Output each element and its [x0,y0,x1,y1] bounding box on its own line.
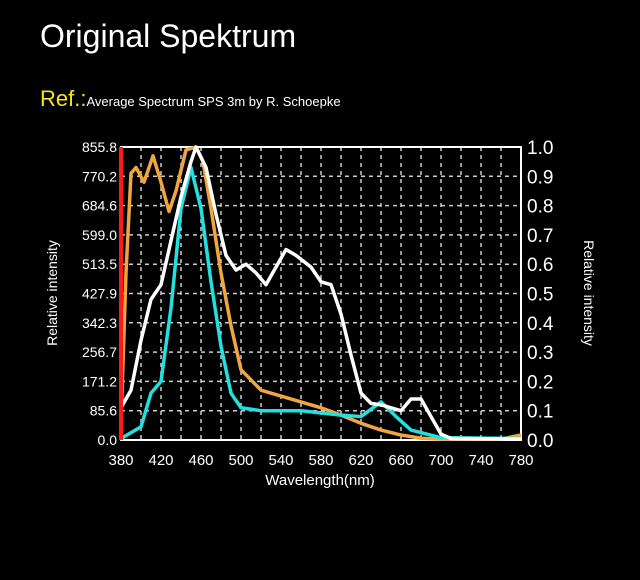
reference: Ref.:Average Spectrum SPS 3m by R. Schoe… [40,86,341,112]
x-tick-label: 740 [468,452,493,469]
right-tick-label: 0.4 [527,314,554,335]
x-tick-label: 580 [308,452,333,469]
x-axis-label: Wavelength(nm) [265,472,374,489]
left-tick-label: 684.6 [82,198,117,214]
right-tick-label: 0.2 [527,372,553,393]
y-axis-label-left: Relative intensity [44,240,60,346]
x-tick-label: 540 [268,452,293,469]
left-tick-label: 342.3 [82,315,117,331]
series-group [119,145,522,441]
right-tick-label: 0.7 [527,226,553,247]
right-tick-label: 0.0 [527,431,553,452]
left-tick-label: 0.0 [98,432,118,448]
reference-label: Ref.: [40,86,87,111]
grid [120,146,522,441]
right-tick-label: 0.3 [527,343,553,364]
series-line-1 [120,165,522,441]
right-tick-label: 0.9 [527,167,553,188]
right-tick-label: 0.1 [527,402,553,423]
x-tick-label: 460 [188,452,213,469]
ticks: 0.0 85.6 171.2 256.7 342.3 427.9 513.5 599.0 684… [82,138,554,469]
left-tick-label: 599.0 [82,227,117,243]
right-tick-label: 1.0 [527,138,553,159]
right-tick-label: 0.8 [527,197,553,218]
y-axis-label-right: Relative intensity [581,240,597,346]
x-tick-label: 700 [428,452,453,469]
left-tick-label: 513.5 [82,256,117,272]
right-tick-label: 0.5 [527,285,553,306]
left-tick-label: 770.2 [82,168,117,184]
left-tick-label: 256.7 [82,344,117,360]
left-tick-label: 427.9 [82,286,117,302]
reference-text: Average Spectrum SPS 3m by R. Schoepke [86,94,341,109]
series-line-2 [119,145,522,441]
x-tick-label: 380 [108,452,133,469]
x-tick-label: 500 [228,452,253,469]
right-tick-label: 0.6 [527,255,553,276]
x-tick-label: 620 [348,452,373,469]
left-tick-label: 171.2 [82,373,117,389]
left-tick-label: 85.6 [90,403,117,419]
page-title: Original Spektrum [40,18,297,54]
x-tick-label: 420 [148,452,173,469]
x-tick-label: 780 [508,452,533,469]
left-tick-label: 855.8 [82,139,117,155]
series-line-0 [119,145,522,441]
x-tick-label: 660 [388,452,413,469]
